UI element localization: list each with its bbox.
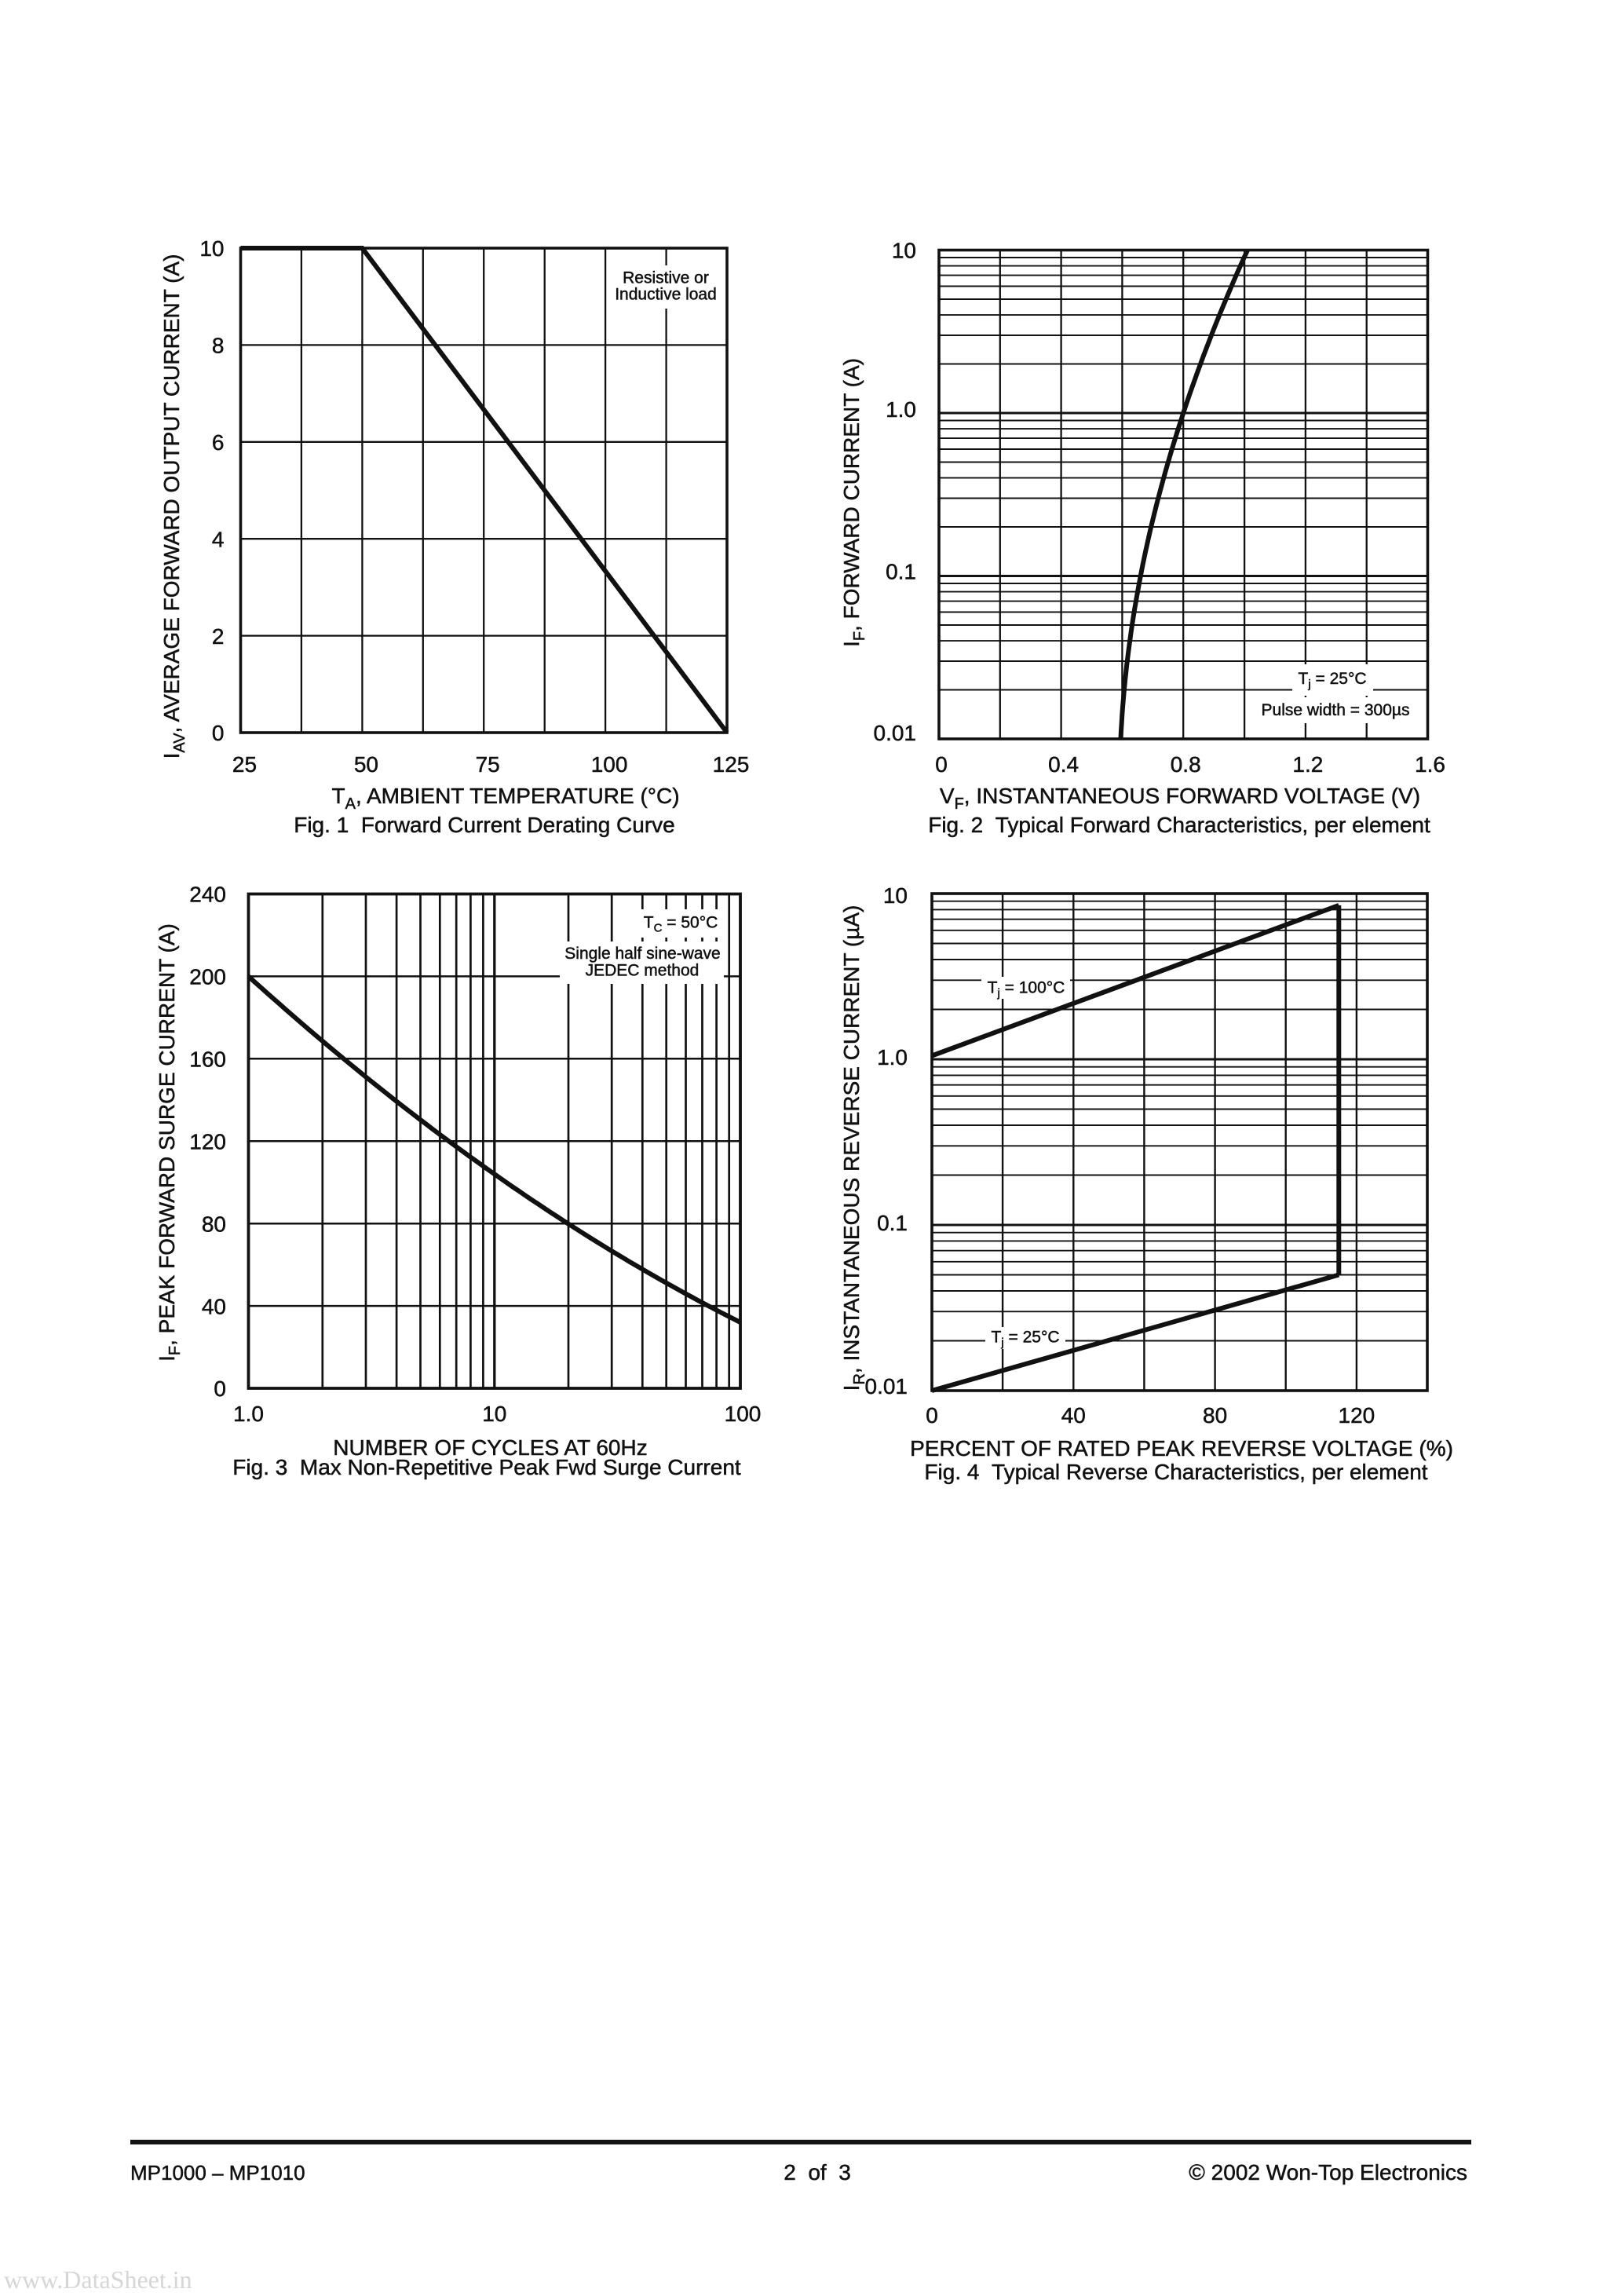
- svg-text:200: 200: [189, 965, 226, 989]
- svg-text:MP1000 – MP1010: MP1000 – MP1010: [130, 2161, 305, 2184]
- svg-text:120: 120: [189, 1130, 226, 1154]
- svg-text:0.1: 0.1: [877, 1211, 908, 1235]
- svg-text:1.0: 1.0: [233, 1402, 264, 1426]
- svg-text:0: 0: [214, 1377, 226, 1401]
- svg-text:PERCENT OF RATED PEAK REVERSE: PERCENT OF RATED PEAK REVERSE VOLTAGE (%…: [910, 1436, 1453, 1461]
- svg-text:0: 0: [212, 721, 225, 745]
- svg-text:IR, INSTANTANEOUS REVERSE CURR: IR, INSTANTANEOUS REVERSE CURRENT (µA): [839, 905, 868, 1391]
- svg-text:160: 160: [189, 1047, 226, 1072]
- svg-text:8: 8: [212, 334, 225, 358]
- svg-text:0.01: 0.01: [865, 1374, 908, 1398]
- svg-text:Fig. 2 Typical Forward Charac: Fig. 2 Typical Forward Characteristics, …: [928, 813, 1430, 837]
- svg-text:0: 0: [935, 752, 948, 777]
- svg-text:80: 80: [202, 1212, 226, 1236]
- svg-text:Tj = 25°C: Tj = 25°C: [1298, 670, 1366, 691]
- svg-text:100: 100: [725, 1402, 762, 1426]
- svg-text:© 2002 Won-Top Electronics: © 2002 Won-Top Electronics: [1189, 2160, 1467, 2184]
- svg-text:40: 40: [1061, 1403, 1086, 1428]
- svg-text:Fig. 3 Max Non-Repetitive Pea: Fig. 3 Max Non-Repetitive Peak Fwd Surge…: [232, 1455, 741, 1479]
- svg-text:120: 120: [1339, 1403, 1375, 1428]
- svg-text:25: 25: [232, 752, 257, 777]
- svg-text:TA, AMBIENT TEMPERATURE (°C): TA, AMBIENT TEMPERATURE (°C): [331, 784, 679, 813]
- svg-text:10: 10: [482, 1402, 506, 1426]
- svg-text:10: 10: [199, 236, 224, 261]
- svg-text:Fig. 1 Forward Current Derati: Fig. 1 Forward Current Derating Curve: [294, 813, 675, 837]
- svg-text:6: 6: [212, 430, 225, 455]
- svg-text:80: 80: [1203, 1403, 1227, 1428]
- svg-text:100: 100: [591, 752, 628, 777]
- svg-text:Resistive or: Resistive or: [623, 269, 709, 287]
- svg-text:1.0: 1.0: [877, 1045, 908, 1069]
- svg-text:Inductive load: Inductive load: [615, 286, 717, 304]
- svg-text:0: 0: [926, 1403, 938, 1428]
- svg-text:VF, INSTANTANEOUS FORWARD VOLT: VF, INSTANTANEOUS FORWARD VOLTAGE (V): [940, 784, 1420, 813]
- svg-text:Fig. 4 Typical Reverse Charac: Fig. 4 Typical Reverse Characteristics, …: [924, 1460, 1427, 1484]
- svg-text:1.6: 1.6: [1415, 752, 1445, 777]
- svg-text:1.2: 1.2: [1292, 752, 1323, 777]
- svg-text:0.01: 0.01: [874, 721, 917, 745]
- svg-text:Tj = 100°C: Tj = 100°C: [988, 979, 1065, 1000]
- svg-text:2 of 3: 2 of 3: [784, 2160, 851, 2184]
- svg-text:75: 75: [476, 752, 500, 777]
- svg-text:IF, PEAK FORWARD SURGE CURRENT: IF, PEAK FORWARD SURGE CURRENT (A): [155, 923, 184, 1362]
- svg-text:IAV, AVERAGE FORWARD OUTPUT CU: IAV, AVERAGE FORWARD OUTPUT CURRENT (A): [159, 254, 188, 759]
- svg-text:www.DataSheet.in: www.DataSheet.in: [4, 2265, 192, 2294]
- svg-text:2: 2: [212, 624, 225, 649]
- svg-text:240: 240: [189, 883, 226, 907]
- svg-text:0.4: 0.4: [1048, 752, 1079, 777]
- svg-text:NUMBER OF CYCLES AT 60Hz: NUMBER OF CYCLES AT 60Hz: [333, 1435, 647, 1460]
- svg-text:IF, FORWARD CURRENT (A): IF, FORWARD CURRENT (A): [839, 358, 868, 647]
- svg-text:4: 4: [212, 527, 225, 551]
- svg-text:50: 50: [354, 752, 378, 777]
- svg-text:10: 10: [892, 239, 916, 263]
- svg-text:1.0: 1.0: [886, 397, 916, 422]
- svg-text:125: 125: [713, 752, 750, 777]
- svg-text:0.1: 0.1: [886, 560, 916, 584]
- svg-text:40: 40: [202, 1294, 226, 1318]
- svg-text:10: 10: [883, 883, 908, 908]
- svg-text:Single half sine-wave: Single half sine-wave: [564, 945, 720, 963]
- svg-text:Pulse width = 300µs: Pulse width = 300µs: [1262, 701, 1410, 719]
- svg-text:0.8: 0.8: [1171, 752, 1201, 777]
- svg-text:JEDEC method: JEDEC method: [586, 962, 700, 980]
